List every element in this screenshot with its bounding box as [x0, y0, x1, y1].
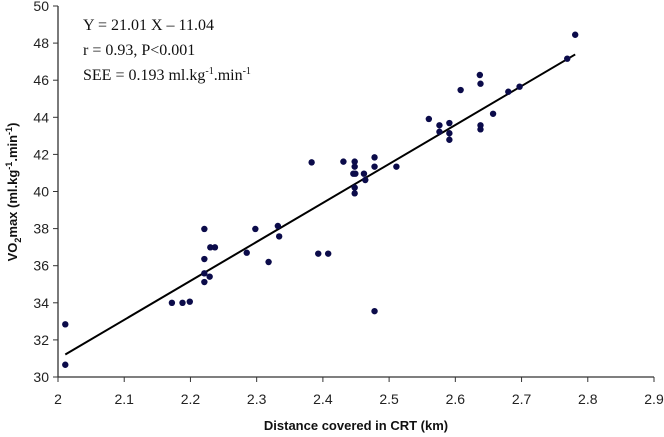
- data-point: [274, 222, 282, 230]
- data-point: [179, 299, 186, 306]
- x-axis-label: Distance covered in CRT (km): [264, 418, 448, 433]
- y-tick-label: 48: [33, 35, 49, 51]
- x-tick-label: 2.5: [379, 391, 399, 407]
- data-point: [243, 249, 250, 256]
- data-point: [275, 233, 283, 240]
- x-tick-label: 2.6: [446, 391, 466, 407]
- data-point: [477, 126, 484, 133]
- y-axis-label: VO2max (ml.kg-1.min-1): [4, 123, 23, 262]
- data-point: [352, 170, 359, 177]
- data-point: [425, 115, 433, 123]
- x-tick-label: 2.9: [644, 391, 664, 407]
- data-point: [446, 136, 453, 143]
- data-point: [186, 298, 193, 305]
- data-point: [436, 122, 443, 129]
- data-point: [457, 86, 464, 94]
- data-point: [436, 128, 443, 135]
- see-label: SEE = 0.193 ml.kg-1.min-1: [83, 66, 251, 84]
- equation-label: Y = 21.01 X – 11.04: [83, 17, 214, 34]
- y-tick-label: 50: [33, 0, 49, 14]
- data-point: [62, 321, 69, 328]
- data-point: [371, 154, 378, 161]
- data-point: [308, 159, 315, 166]
- x-tick-label: 2.4: [313, 391, 333, 407]
- regression-line: [64, 53, 576, 356]
- data-point: [201, 225, 208, 233]
- data-point: [207, 244, 214, 251]
- x-tick-label: 2.1: [114, 391, 134, 407]
- data-point: [315, 250, 322, 257]
- y-tick-label: 32: [33, 332, 49, 348]
- data-point: [571, 31, 579, 38]
- ticks: 2 2.1 2.2 2.3 2.4 2.5 2.6 2.7 2.8 2.9 30 32 34 36 38 40…: [33, 0, 664, 407]
- stats-label: r = 0.93, P<0.001: [83, 42, 195, 59]
- data-point: [505, 88, 512, 95]
- data-point: [168, 299, 176, 306]
- data-points: [62, 31, 579, 368]
- data-point: [201, 270, 208, 277]
- data-point: [564, 55, 571, 62]
- data-point: [211, 244, 219, 251]
- data-point: [206, 273, 213, 280]
- x-tick-label: 2.7: [512, 391, 532, 407]
- data-point: [252, 225, 259, 233]
- data-point: [446, 130, 453, 137]
- data-point: [516, 83, 523, 90]
- data-point: [340, 158, 347, 165]
- y-tick-label: 40: [33, 184, 49, 200]
- data-point: [371, 307, 378, 315]
- y-tick-label: 36: [33, 258, 49, 274]
- y-tick-label: 30: [33, 369, 49, 385]
- y-tick-label: 38: [33, 221, 49, 237]
- x-tick-label: 2.8: [578, 391, 598, 407]
- data-point: [351, 163, 358, 170]
- data-point: [477, 80, 484, 87]
- data-point: [201, 278, 208, 286]
- data-point: [265, 258, 272, 266]
- data-point: [476, 71, 484, 79]
- data-point: [446, 119, 453, 127]
- x-tick-label: 2.2: [181, 391, 201, 407]
- y-tick-label: 46: [33, 72, 49, 88]
- data-point: [489, 110, 497, 117]
- data-point: [362, 176, 369, 184]
- data-point: [62, 361, 69, 368]
- x-tick-label: 2.3: [247, 391, 267, 407]
- y-tick-label: 42: [33, 146, 49, 162]
- y-tick-label: 34: [33, 295, 49, 311]
- data-point: [351, 184, 358, 191]
- data-point: [393, 163, 400, 170]
- y-tick-label: 44: [33, 109, 49, 125]
- data-point: [324, 250, 332, 257]
- data-point: [371, 163, 378, 170]
- data-point: [201, 255, 208, 263]
- data-point: [360, 170, 368, 177]
- data-point: [351, 158, 358, 165]
- x-tick-label: 2: [54, 391, 62, 407]
- data-point: [351, 190, 358, 197]
